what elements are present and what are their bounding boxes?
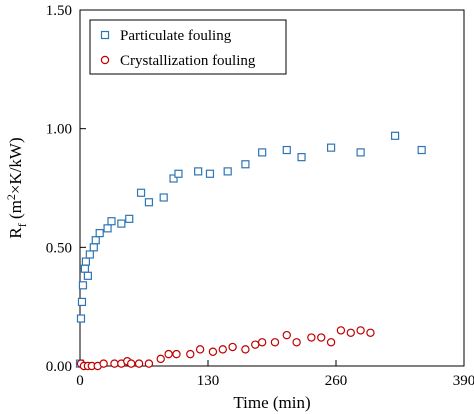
particulate-point <box>91 236 100 245</box>
x-tick-label: 0 <box>76 373 84 389</box>
crystallization-point <box>282 330 291 340</box>
particulate-point <box>76 314 86 323</box>
particulate-point <box>205 169 215 178</box>
particulate-point <box>77 297 87 307</box>
particulate-point <box>95 228 104 238</box>
legend: Particulate fouling Crystallization fouli… <box>89 19 287 75</box>
y-axis: 0.00 0.50 1.00 1.50 <box>46 3 86 375</box>
legend-marker <box>100 30 110 40</box>
particulate-point <box>107 217 116 226</box>
particulate-point <box>241 160 250 169</box>
crystallization-point <box>195 345 205 354</box>
crystallization-point <box>156 354 165 364</box>
particulate-point <box>169 174 178 183</box>
y-tick-label: 1.50 <box>46 3 72 19</box>
crystallization-point <box>270 338 280 347</box>
crystallization-point <box>218 345 227 354</box>
crystallization-point <box>257 338 267 347</box>
crystallization-point <box>228 342 237 352</box>
particulate-point <box>85 250 94 259</box>
particulate-point <box>144 198 154 207</box>
y-axis-title: Rf (m2×K/kW) <box>4 137 29 238</box>
plot-frame <box>79 9 465 367</box>
particulate-point <box>390 131 400 140</box>
crystallization-point <box>134 359 144 368</box>
legend-label: Particulate fouling <box>120 28 232 44</box>
crystallization-point <box>144 359 154 368</box>
x-tick-label: 390 <box>453 373 474 389</box>
crystallization-point <box>356 326 365 335</box>
x-tick-label: 260 <box>325 373 348 389</box>
particulate-point <box>81 257 91 266</box>
particulate-point <box>326 143 336 152</box>
particulate-point <box>223 167 232 176</box>
x-tick-label: 130 <box>197 373 220 389</box>
legend-label: Crystallization fouling <box>120 53 256 69</box>
crystallization-point <box>326 338 336 347</box>
particulate-point <box>78 281 88 290</box>
legend-marker <box>100 55 110 65</box>
particulate-point <box>282 145 291 155</box>
particulate-point <box>159 193 168 202</box>
particulate-point <box>174 169 183 178</box>
crystallization-point <box>164 349 173 359</box>
crystallization-point <box>186 349 195 359</box>
crystallization-point <box>292 338 301 347</box>
y-tick-label: 0.50 <box>46 240 72 256</box>
x-axis-title: Time (min) <box>233 393 310 412</box>
crystallization-point <box>307 333 316 342</box>
x-axis: 0 130 260 390 <box>76 360 474 389</box>
crystallization-point <box>110 359 119 368</box>
crystallization-point <box>317 333 326 342</box>
crystallization-point <box>208 347 218 356</box>
crystallization-point <box>126 359 136 368</box>
crystallization-series <box>76 326 375 371</box>
particulate-point <box>117 219 126 228</box>
particulate-point <box>258 148 267 157</box>
legend-item: Crystallization fouling <box>100 53 256 69</box>
particulate-point <box>194 167 203 176</box>
particulate-point <box>125 214 134 223</box>
particulate-point <box>83 271 92 280</box>
crystallization-point <box>241 345 250 354</box>
particulate-point <box>136 188 146 197</box>
crystallization-point <box>366 328 375 337</box>
y-axis-title-base: R <box>6 227 25 239</box>
legend-box <box>89 19 287 75</box>
particulate-point <box>417 145 426 155</box>
particulate-point <box>356 148 365 157</box>
crystallization-point <box>251 340 260 349</box>
particulate-point <box>297 153 306 162</box>
plot-area: 0 130 260 390 0.00 0.50 1.00 1.50 <box>46 3 474 389</box>
crystallization-point <box>172 349 181 359</box>
particulate-point <box>89 243 98 252</box>
data-points <box>75 131 426 371</box>
y-axis-title-open: (m <box>6 200 25 223</box>
crystallization-point <box>346 328 355 337</box>
particulate-point <box>80 264 90 273</box>
y-axis-title-subscript: f <box>15 223 29 227</box>
crystallization-point <box>336 326 346 335</box>
y-axis-title-units: ×K/kW) <box>6 137 25 194</box>
y-axis-title-superscript: 2 <box>4 194 18 200</box>
legend-item: Particulate fouling <box>100 28 232 44</box>
crystallization-point <box>99 359 108 368</box>
y-tick-label: 0.00 <box>46 359 72 375</box>
particulate-point <box>103 224 112 233</box>
y-tick-label: 1.00 <box>46 122 72 138</box>
